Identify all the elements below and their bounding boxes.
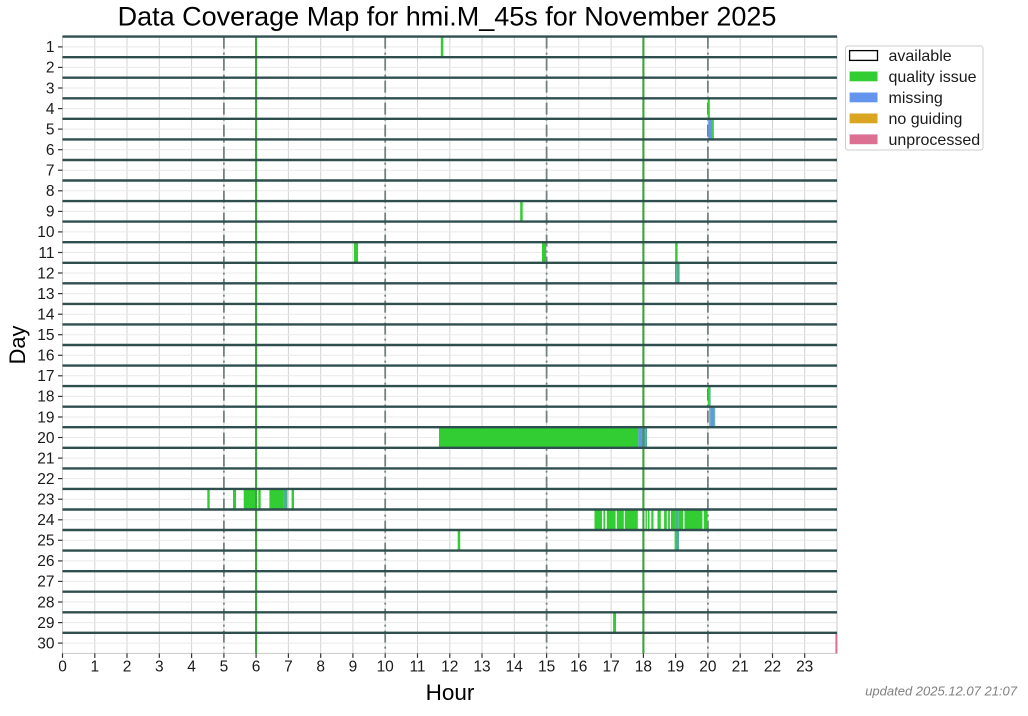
svg-text:0: 0 <box>58 659 67 676</box>
svg-text:updated 2025.12.07 21:07: updated 2025.12.07 21:07 <box>865 684 1018 699</box>
svg-text:22: 22 <box>37 471 54 488</box>
svg-text:15: 15 <box>538 659 555 676</box>
svg-text:21: 21 <box>732 659 749 676</box>
svg-text:4: 4 <box>46 101 55 118</box>
svg-text:19: 19 <box>37 409 54 426</box>
svg-text:28: 28 <box>37 594 54 611</box>
svg-text:3: 3 <box>155 659 164 676</box>
svg-text:available: available <box>889 48 952 65</box>
svg-text:16: 16 <box>37 348 54 365</box>
svg-text:unprocessed: unprocessed <box>889 132 981 149</box>
svg-text:1: 1 <box>46 39 55 56</box>
svg-text:9: 9 <box>46 204 55 221</box>
svg-text:17: 17 <box>37 368 54 385</box>
svg-text:7: 7 <box>284 659 293 676</box>
svg-text:18: 18 <box>37 389 54 406</box>
svg-text:23: 23 <box>796 659 813 676</box>
svg-text:14: 14 <box>37 307 55 324</box>
svg-text:8: 8 <box>316 659 325 676</box>
svg-text:no guiding: no guiding <box>889 111 963 128</box>
svg-text:5: 5 <box>46 121 55 138</box>
svg-text:3: 3 <box>46 80 55 97</box>
svg-text:29: 29 <box>37 615 54 632</box>
svg-text:10: 10 <box>377 659 395 676</box>
svg-text:20: 20 <box>37 430 55 447</box>
svg-text:8: 8 <box>46 183 55 200</box>
svg-text:19: 19 <box>667 659 684 676</box>
svg-text:10: 10 <box>37 224 55 241</box>
svg-text:23: 23 <box>37 492 54 509</box>
svg-text:Data Coverage Map for hmi.M_45: Data Coverage Map for hmi.M_45s for Nove… <box>118 2 777 32</box>
svg-text:quality issue: quality issue <box>889 69 977 86</box>
svg-text:18: 18 <box>635 659 652 676</box>
svg-text:2: 2 <box>46 60 55 77</box>
svg-text:13: 13 <box>37 286 54 303</box>
svg-text:9: 9 <box>349 659 358 676</box>
svg-text:12: 12 <box>441 659 458 676</box>
svg-text:1: 1 <box>90 659 99 676</box>
svg-text:6: 6 <box>252 659 261 676</box>
svg-text:17: 17 <box>602 659 619 676</box>
svg-text:16: 16 <box>570 659 587 676</box>
svg-text:2: 2 <box>123 659 132 676</box>
svg-text:21: 21 <box>37 450 54 467</box>
svg-text:20: 20 <box>699 659 717 676</box>
svg-text:13: 13 <box>473 659 490 676</box>
svg-text:12: 12 <box>37 265 54 282</box>
svg-text:15: 15 <box>37 327 54 344</box>
svg-text:6: 6 <box>46 142 55 159</box>
svg-text:26: 26 <box>37 553 54 570</box>
svg-text:30: 30 <box>37 635 55 652</box>
svg-text:Hour: Hour <box>426 680 475 705</box>
svg-text:25: 25 <box>37 533 54 550</box>
svg-text:7: 7 <box>46 163 55 180</box>
svg-text:11: 11 <box>409 659 425 676</box>
svg-text:Day: Day <box>5 326 30 365</box>
svg-text:27: 27 <box>37 574 54 591</box>
svg-text:14: 14 <box>506 659 524 676</box>
svg-text:4: 4 <box>187 659 196 676</box>
svg-text:22: 22 <box>764 659 781 676</box>
svg-text:24: 24 <box>37 512 55 529</box>
svg-text:5: 5 <box>220 659 229 676</box>
svg-text:missing: missing <box>889 90 943 107</box>
svg-text:11: 11 <box>38 245 54 262</box>
